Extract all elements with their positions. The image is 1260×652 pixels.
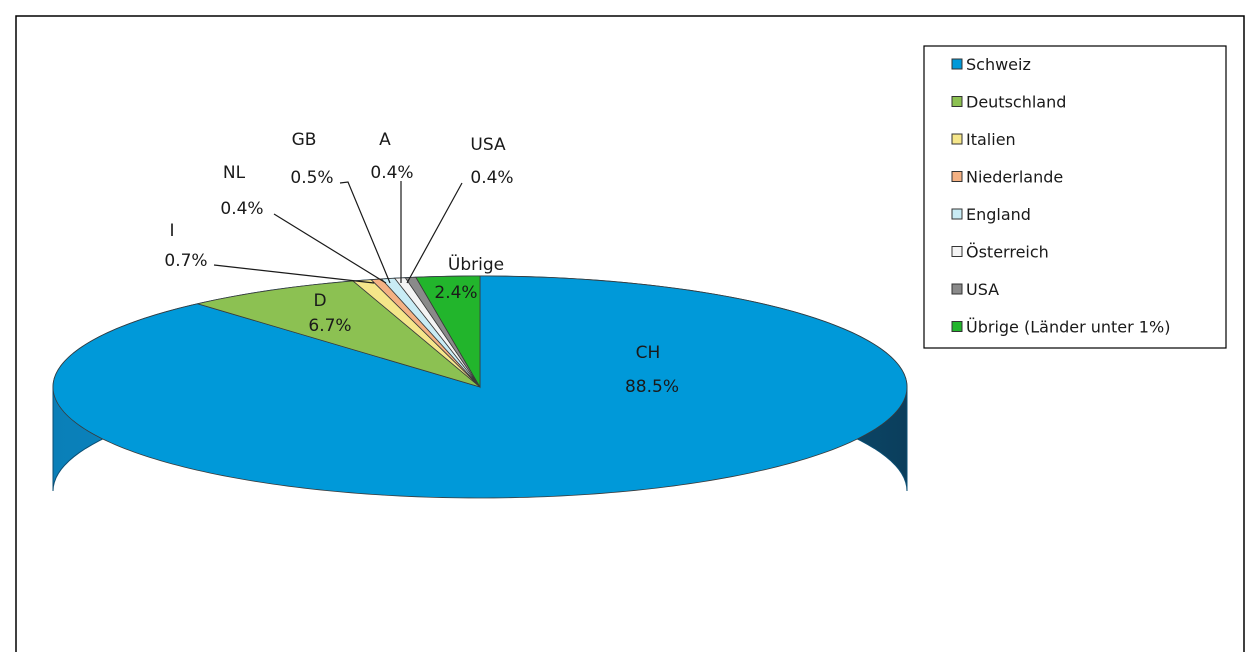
slice-value-i: 0.7% [164, 251, 207, 271]
legend-label-england: England [966, 205, 1031, 224]
slice-value-a: 0.4% [370, 163, 413, 183]
slice-value-d: 6.7% [308, 316, 351, 336]
slice-value-ubrige: 2.4% [434, 283, 477, 303]
slice-label-d: D [313, 291, 326, 311]
slice-label-ubrige: Übrige [448, 253, 504, 275]
legend-swatch-england [951, 208, 963, 220]
pie-slice-d [196, 280, 481, 388]
leader-line-i [213, 264, 375, 284]
legend-label-niederlande: Niederlande [966, 168, 1063, 187]
legend-label-deutschland: Deutschland [966, 93, 1066, 112]
legend-swatch-italien [951, 133, 963, 145]
legend-box [923, 45, 1227, 349]
slice-label-a: A [379, 130, 391, 150]
legend-swatch-niederlande [951, 171, 963, 182]
legend-label-osterreich: Österreich [966, 243, 1049, 262]
leader-line-nl [273, 213, 387, 284]
legend-label-usa: USA [966, 280, 999, 299]
pie-slice-ubrige [415, 275, 481, 389]
leader-line-gb [339, 181, 391, 284]
legend-swatch-osterreich [951, 246, 963, 257]
slice-label-nl: NL [223, 163, 246, 183]
legend-swatch-ubrige-lander-unter-1 [951, 321, 963, 332]
leader-line-usa [406, 182, 463, 284]
legend-swatch-schweiz [951, 58, 963, 70]
pie-top [52, 275, 908, 499]
slice-label-i: I [169, 221, 174, 241]
legend-label-italien: Italien [966, 130, 1016, 149]
slice-labels: CH 88.5% D 6.7% I 0.7% NL 0.4% GB 0.5% A 0.4% USA 0.4… [164, 130, 679, 397]
legend-label-ubrige-lander-unter-1: Übrige (Länder unter 1%) [966, 318, 1170, 337]
leader-lines [213, 181, 463, 284]
slice-value-ch: 88.5% [625, 377, 679, 397]
slice-value-usa: 0.4% [470, 168, 513, 188]
legend-label-schweiz: Schweiz [966, 55, 1031, 74]
legend-swatch-usa [951, 283, 963, 295]
pie-slice-a [393, 277, 481, 388]
slice-label-gb: GB [292, 130, 317, 150]
legend-swatch-deutschland [951, 96, 963, 107]
slice-label-usa: USA [470, 135, 506, 155]
slice-value-nl: 0.4% [220, 199, 263, 219]
legend: Schweiz Deutschland Italien Niederlande Engl… [923, 45, 1227, 349]
slice-value-gb: 0.5% [290, 168, 333, 188]
pie-slice-nl [370, 278, 481, 388]
slice-label-ch: CH [636, 343, 661, 363]
